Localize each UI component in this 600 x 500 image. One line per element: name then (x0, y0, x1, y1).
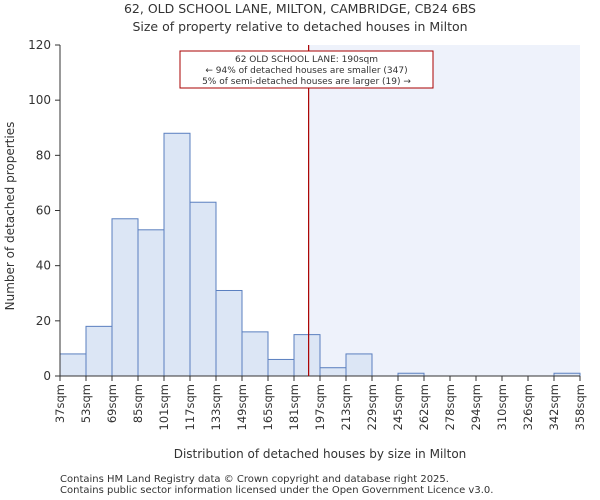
x-tick-label: 294sqm (469, 384, 483, 430)
x-tick-label: 213sqm (339, 384, 353, 430)
bar-69sqm (111, 218, 139, 377)
x-tick-label: 37sqm (53, 384, 67, 423)
annotation-line: ← 94% of detached houses are smaller (34… (205, 66, 407, 76)
x-tick-label: 117sqm (183, 384, 197, 430)
x-tick-label: 262sqm (417, 384, 431, 430)
x-tick-label: 278sqm (443, 384, 457, 430)
chart-title: 62, OLD SCHOOL LANE, MILTON, CAMBRIDGE, … (124, 1, 476, 16)
x-axis-label: Distribution of detached houses by size … (174, 447, 467, 461)
x-tick-label: 101sqm (157, 384, 171, 430)
annotation-line: 5% of semi-detached houses are larger (1… (202, 77, 411, 87)
y-tick-label: 60 (36, 204, 51, 218)
bar-149sqm (241, 331, 269, 377)
y-tick-label: 0 (43, 369, 51, 383)
bar-37sqm (59, 353, 87, 377)
y-tick-label: 120 (28, 38, 51, 52)
footer-copyright: Contains HM Land Registry data © Crown c… (60, 474, 449, 485)
bar-133sqm (215, 289, 243, 377)
y-tick-label: 80 (36, 148, 51, 162)
bar-213sqm (345, 353, 373, 377)
x-tick-label: 53sqm (79, 384, 93, 423)
larger-region-shade (308, 45, 580, 376)
y-axis-label: Number of detached properties (3, 122, 17, 311)
plot-area: 0 20 40 60 80 100 120 37sqm 53sqm 69sqm 85sqm 101sq… (28, 38, 587, 430)
footer-licence: Contains public sector information licen… (60, 485, 494, 496)
y-tick-label: 40 (36, 259, 51, 273)
x-tick-label: 342sqm (547, 384, 561, 430)
x-tick-label: 229sqm (365, 384, 379, 430)
y-tick-label: 100 (28, 93, 51, 107)
chart-subtitle: Size of property relative to detached ho… (132, 19, 467, 34)
x-tick-label: 310sqm (495, 384, 509, 430)
bar-197sqm (319, 367, 347, 377)
x-tick-label: 245sqm (391, 384, 405, 430)
bar-101sqm (163, 132, 191, 377)
x-tick-label: 181sqm (287, 384, 301, 430)
y-tick-label: 20 (36, 314, 51, 328)
annotation-box (179, 50, 434, 89)
x-tick-label: 197sqm (313, 384, 327, 430)
annotation-line: 62 OLD SCHOOL LANE: 190sqm (235, 55, 378, 65)
x-tick-label: 69sqm (105, 384, 119, 423)
bar-117sqm (189, 201, 217, 377)
x-tick-label: 85sqm (131, 384, 145, 423)
x-tick-label: 165sqm (261, 384, 275, 430)
bar-85sqm (137, 229, 165, 377)
x-tick-label: 149sqm (235, 384, 249, 430)
bar-165sqm (267, 358, 295, 377)
x-tick-label: 326sqm (521, 384, 535, 430)
x-tick-label: 133sqm (209, 384, 223, 430)
bar-181sqm (293, 334, 321, 377)
bar-53sqm (85, 325, 113, 377)
x-tick-label: 358sqm (573, 384, 587, 430)
